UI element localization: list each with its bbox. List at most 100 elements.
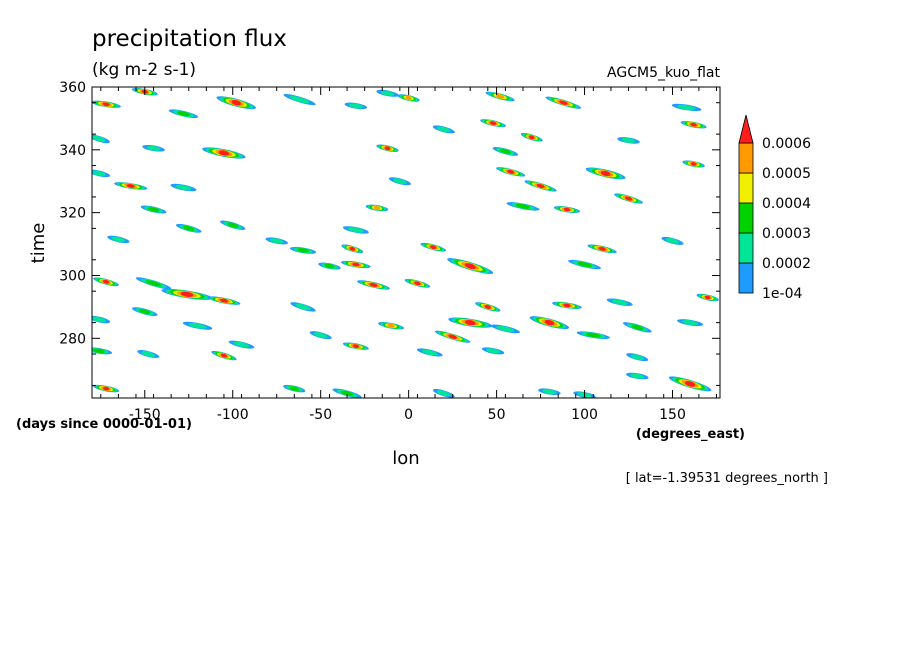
x-tick-label: -150 <box>129 407 161 423</box>
colorbar-label: 0.0003 <box>762 226 811 242</box>
x-tick-label: 100 <box>571 407 598 423</box>
y-tick-label: 300 <box>59 268 86 284</box>
precip-event <box>432 389 455 398</box>
contour-level-6 <box>102 102 110 107</box>
precip-event <box>135 277 172 290</box>
contour-level-6 <box>544 319 555 326</box>
contour-level-6 <box>484 304 491 309</box>
precip-event <box>490 324 521 334</box>
contour-level-3 <box>147 207 160 212</box>
precip-event <box>92 315 111 324</box>
contour-level-2 <box>665 238 680 244</box>
contour-level-3 <box>93 348 105 354</box>
y-tick-label: 340 <box>59 143 86 159</box>
precip-event <box>211 350 237 361</box>
precip-event <box>626 353 649 362</box>
contour-level-2 <box>347 227 364 233</box>
contour-level-6 <box>559 100 568 105</box>
precip-event <box>480 119 506 128</box>
precip-event <box>538 388 561 396</box>
precip-event <box>140 205 167 214</box>
precip-event <box>626 372 649 380</box>
precip-event <box>524 180 557 192</box>
precip-event <box>161 288 213 300</box>
contour-level-6 <box>414 281 421 286</box>
contour-level-3 <box>297 248 309 253</box>
contour-level-6 <box>218 150 230 156</box>
contour-level-2 <box>146 145 161 151</box>
colorbar-swatch <box>738 172 754 204</box>
contour-level-3 <box>499 148 512 154</box>
precip-event <box>207 296 241 305</box>
contour-level-3 <box>145 280 162 287</box>
contour-level-5 <box>495 94 505 99</box>
precip-event <box>545 96 582 109</box>
precip-event <box>309 331 332 340</box>
x-tick-label: -100 <box>217 407 249 423</box>
precip-event <box>318 262 341 270</box>
contour-level-2 <box>313 332 328 339</box>
precip-event <box>506 202 540 211</box>
contour-level-2 <box>141 351 156 357</box>
chart-title: precipitation flux <box>92 26 287 52</box>
precip-event <box>397 94 420 102</box>
precip-event <box>552 301 582 309</box>
contour-level-2 <box>269 238 284 244</box>
contour-level-6 <box>448 334 457 339</box>
precip-event <box>365 204 389 212</box>
precip-event <box>677 319 704 327</box>
precip-event <box>132 307 158 316</box>
precip-event <box>137 350 160 359</box>
chart-subtitle: (kg m-2 s-1) <box>92 60 196 80</box>
precip-event <box>671 103 702 112</box>
precip-event <box>680 120 707 129</box>
contour-level-2 <box>348 103 363 109</box>
precip-event <box>614 193 643 204</box>
x-tick-label: 150 <box>659 407 686 423</box>
contour-level-6 <box>536 183 545 189</box>
precip-event <box>93 384 120 393</box>
y-tick-label: 360 <box>59 80 86 96</box>
x-tick-label: 50 <box>488 407 506 423</box>
precip-event <box>696 293 719 302</box>
contour-level-6 <box>563 303 571 308</box>
precip-event <box>290 302 316 312</box>
colorbar-extend-triangle <box>738 114 754 144</box>
contour-level-3 <box>340 390 354 396</box>
contour-level-2 <box>92 135 106 142</box>
contour-level-3 <box>139 309 151 315</box>
precip-event <box>93 277 119 287</box>
contour-level-2 <box>542 389 557 395</box>
contour-level-2 <box>621 137 636 143</box>
precip-event <box>202 147 246 159</box>
contour-level-6 <box>219 298 228 303</box>
precip-event <box>265 237 288 245</box>
contour-level-6 <box>598 246 606 251</box>
contour-level-6 <box>600 170 611 177</box>
precip-event <box>529 316 570 330</box>
colorbar-label: 0.0004 <box>762 196 811 212</box>
contour-level-6 <box>231 99 242 106</box>
precip-event <box>92 100 121 108</box>
contour-level-2 <box>380 90 395 96</box>
precip-event <box>404 278 431 288</box>
contour-level-6 <box>690 162 697 166</box>
contour-level-2 <box>630 373 645 379</box>
colorbar-swatch <box>738 262 754 294</box>
contour-level-6 <box>369 282 378 287</box>
contour-level-5 <box>387 323 395 328</box>
contour-level-6 <box>180 291 194 297</box>
contour-level-6 <box>507 169 515 174</box>
y-axis-ticks: 280 300 320 340 360 <box>59 80 720 386</box>
contour-level-2 <box>611 299 628 305</box>
precip-event <box>668 376 712 392</box>
contour-level-2 <box>682 319 699 326</box>
precip-event <box>432 125 455 134</box>
contour-level-6 <box>102 279 110 284</box>
contour-level-2 <box>393 178 407 185</box>
contour-level-6 <box>352 262 360 267</box>
precip-event <box>587 244 617 254</box>
colorbar-swatch <box>738 142 754 174</box>
contour-level-2 <box>175 184 192 191</box>
